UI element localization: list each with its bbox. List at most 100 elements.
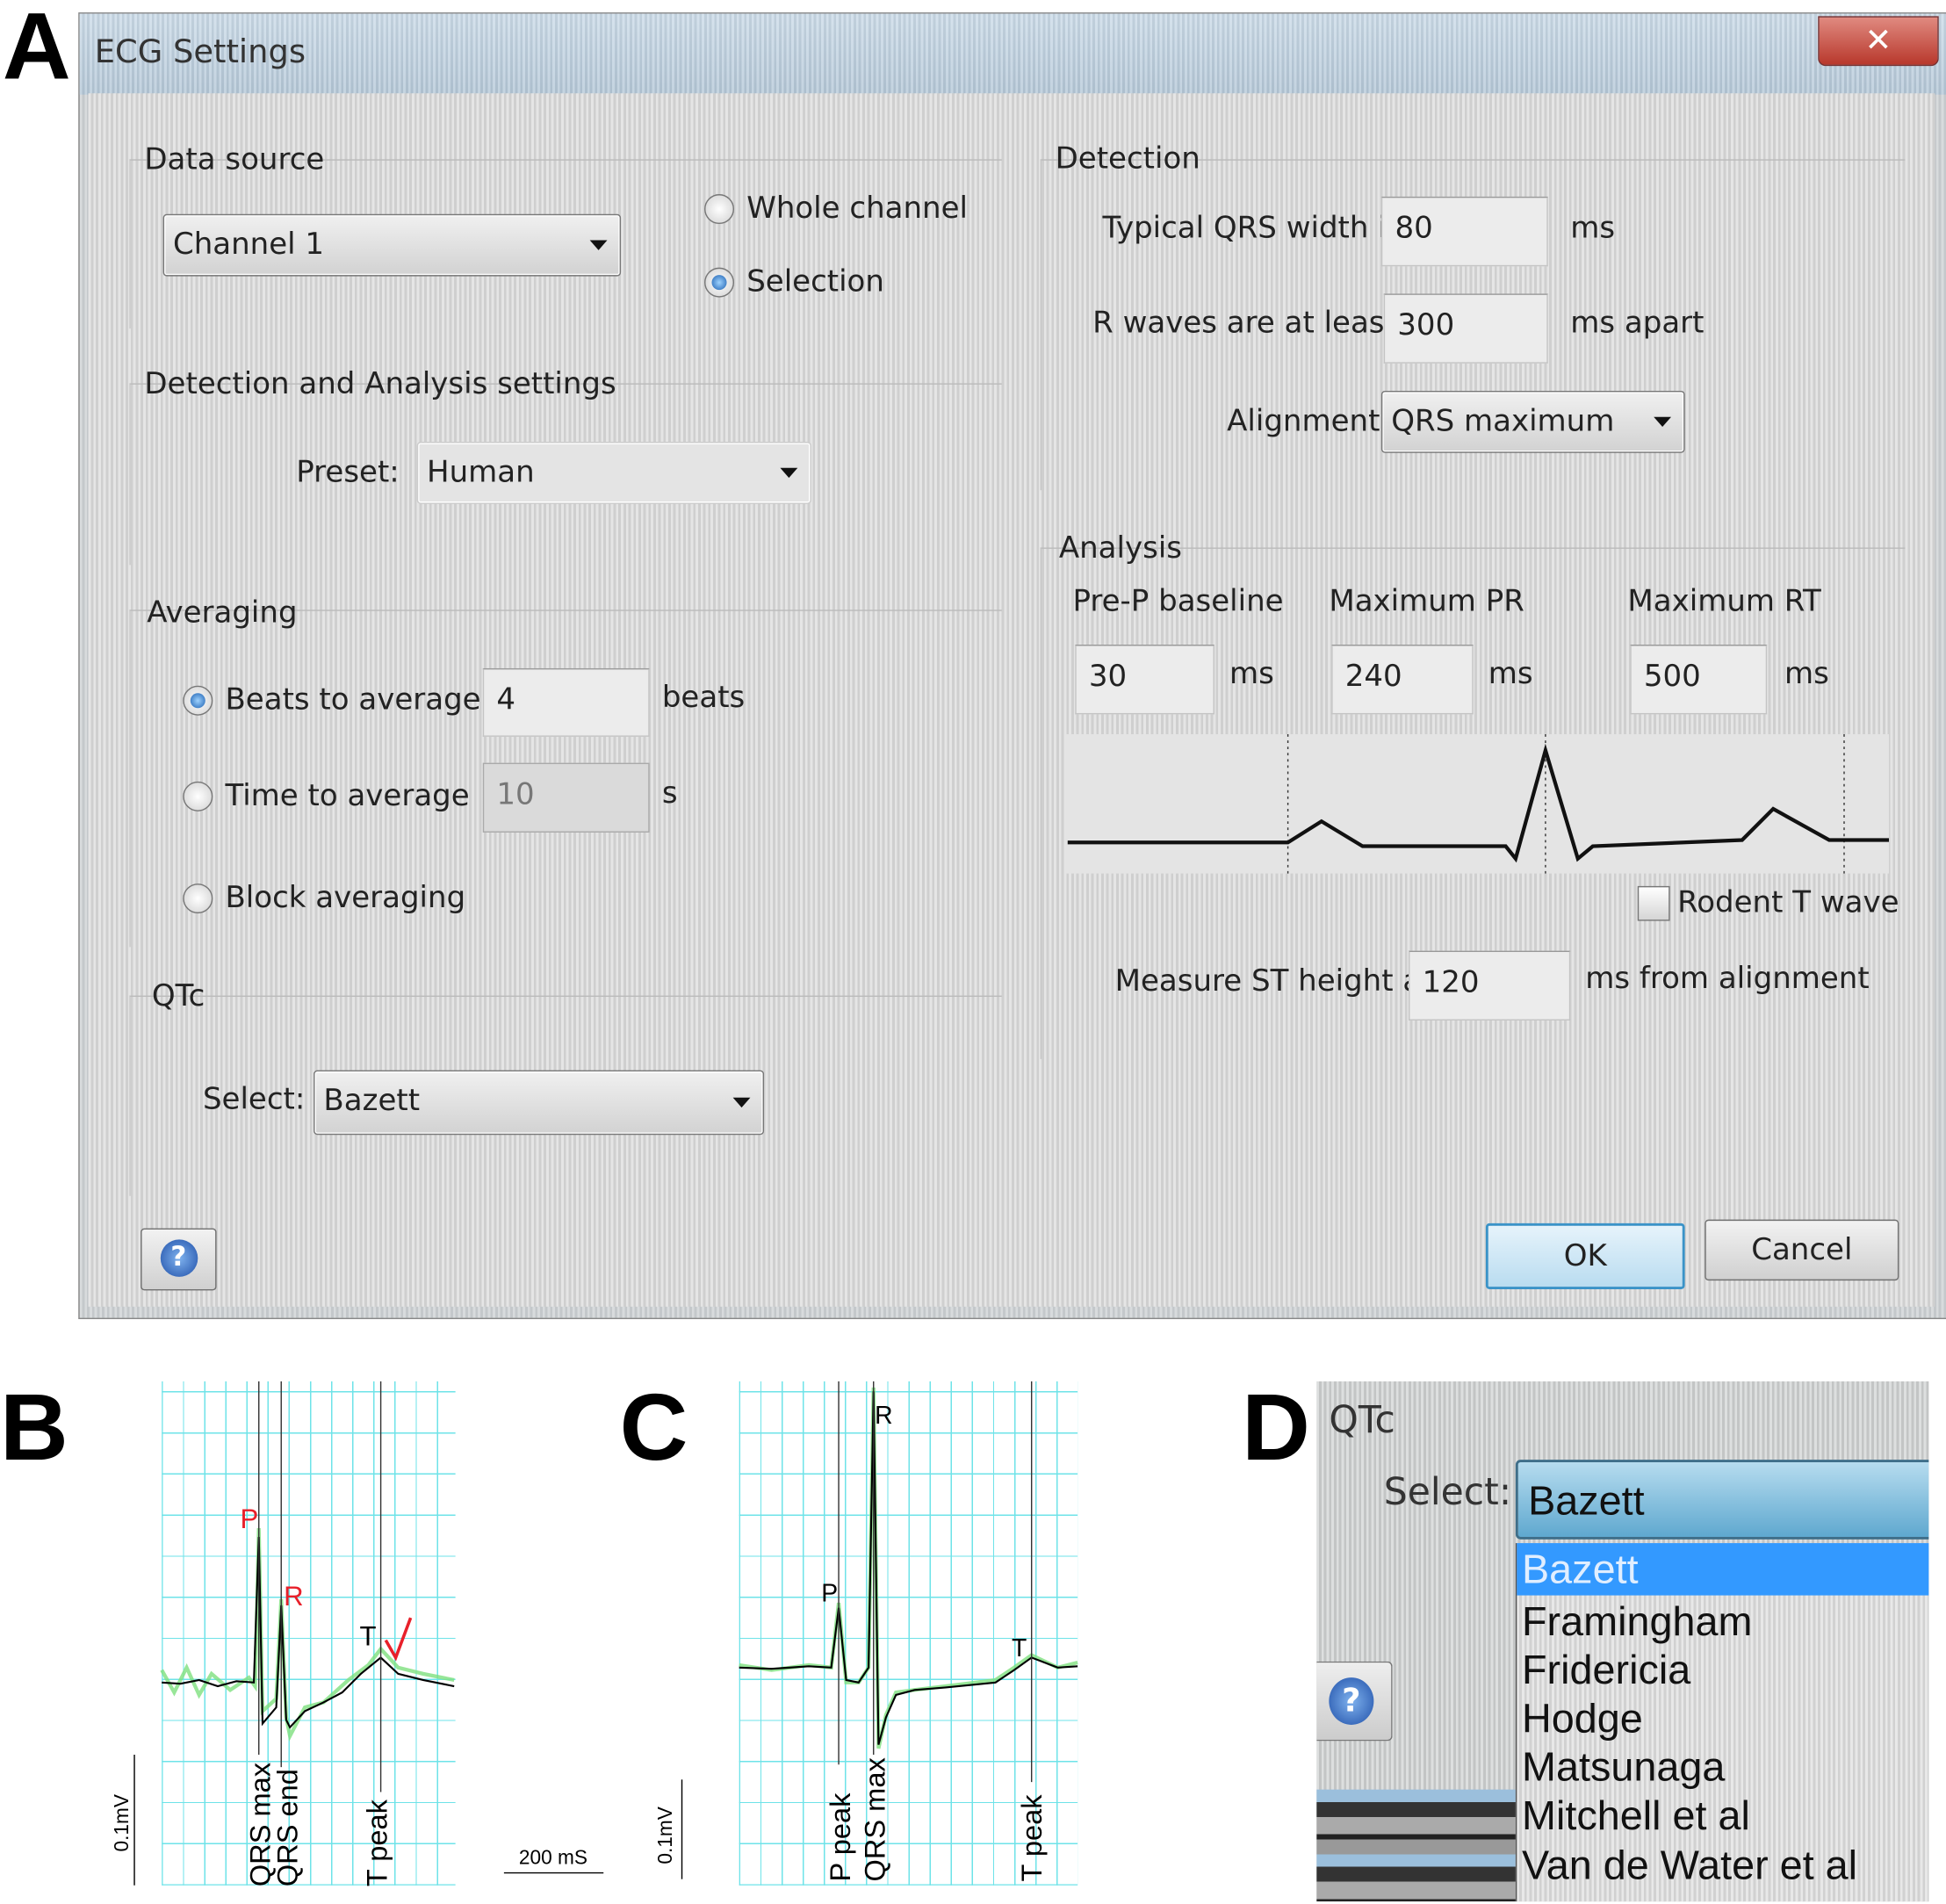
prep-value: 30 (1088, 658, 1128, 694)
time-scale-label: 200 mS (518, 1848, 588, 1870)
st-height-label: Measure ST height at (1114, 963, 1433, 999)
rwave-value: 300 (1397, 307, 1455, 343)
d-option[interactable]: Framingham (1521, 1597, 1753, 1644)
channel-dropdown[interactable]: Channel 1 (162, 213, 622, 277)
background-window-fragment (1316, 1789, 1516, 1902)
d-qtc-dropdown[interactable]: Bazett (1515, 1460, 1929, 1540)
beats-to-average-radio[interactable] (183, 685, 213, 716)
time-unit: s (661, 775, 678, 811)
beats-value: 4 (496, 682, 516, 718)
max-rt-input[interactable]: 500 (1630, 645, 1768, 715)
panel-c-average-trace (739, 1391, 1078, 1745)
alignment-dropdown[interactable]: QRS maximum (1380, 390, 1685, 453)
detection-analysis-heading: Detection and Analysis settings (144, 365, 616, 401)
max-pr-unit: ms (1488, 655, 1533, 691)
b-label-r: R (284, 1580, 304, 1612)
b-marker-qrs-end: QRS end (270, 1769, 304, 1887)
c-scale-voltage-label: 0.1mV (655, 1807, 677, 1864)
analysis-heading: Analysis (1058, 530, 1182, 566)
block-averaging-radio[interactable] (183, 883, 213, 914)
red-check-arrow (384, 1617, 413, 1662)
beats-unit: beats (661, 679, 746, 715)
selection-radio[interactable] (704, 267, 735, 298)
help-button[interactable]: ? (141, 1228, 217, 1291)
max-rt-unit: ms (1784, 655, 1829, 691)
rwave-unit: ms apart (1570, 305, 1705, 340)
panel-b-average-trace (162, 1536, 455, 1729)
d-qtc-heading: QTc (1329, 1398, 1395, 1443)
max-pr-label: Maximum PR (1329, 583, 1524, 619)
d-option[interactable]: Matsunaga (1521, 1743, 1726, 1790)
prep-label: Pre-P baseline (1072, 583, 1284, 619)
b-label-t: T (359, 1619, 377, 1652)
preset-dropdown[interactable]: Human (416, 442, 811, 504)
close-icon: ✕ (1864, 22, 1892, 61)
rwave-input[interactable]: 300 (1383, 293, 1548, 364)
time-to-average-label: Time to average (225, 777, 470, 813)
panel-b-grid (162, 1381, 456, 1886)
rodent-t-wave-label: Rodent T wave (1677, 884, 1899, 920)
chevron-down-icon (589, 240, 608, 250)
max-rt-label: Maximum RT (1627, 583, 1821, 619)
st-height-unit: ms from alignment (1585, 960, 1870, 996)
c-label-t: T (1012, 1634, 1027, 1663)
cancel-label: Cancel (1751, 1231, 1853, 1267)
panel-c-grid (739, 1381, 1078, 1886)
max-rt-value: 500 (1643, 658, 1701, 694)
c-marker-t-peak: T peak (1015, 1794, 1049, 1882)
panel-label-b: B (0, 1374, 68, 1482)
panel-c-raw-trace (739, 1387, 1078, 1749)
st-height-value: 120 (1422, 964, 1480, 999)
qtc-value: Bazett (323, 1082, 421, 1118)
question-mark-icon: ? (160, 1239, 198, 1277)
time-input[interactable]: 10 (482, 762, 650, 833)
qtc-select-label: Select: (202, 1081, 306, 1117)
rodent-t-wave-checkbox[interactable] (1637, 885, 1670, 921)
c-marker-qrs-max: QRS max (858, 1757, 891, 1882)
d-option[interactable]: Fridericia (1521, 1646, 1691, 1693)
cancel-button[interactable]: Cancel (1705, 1219, 1899, 1281)
close-button[interactable]: ✕ (1818, 16, 1939, 67)
d-option[interactable]: Bazett (1521, 1545, 1639, 1592)
qtc-heading: QTc (151, 977, 205, 1013)
d-help-button[interactable]: ? (1316, 1661, 1393, 1742)
qtc-dropdown[interactable]: Bazett (314, 1070, 765, 1136)
b-marker-t-peak: T peak (360, 1799, 393, 1887)
qrs-width-unit: ms (1570, 210, 1616, 246)
question-mark-icon: ? (1329, 1677, 1374, 1725)
panel-b-raw-trace (160, 1528, 455, 1742)
beats-input[interactable]: 4 (482, 667, 650, 737)
qrs-width-value: 80 (1395, 210, 1433, 246)
time-to-average-radio[interactable] (183, 781, 213, 811)
averaging-heading: Averaging (147, 595, 298, 631)
whole-channel-radio[interactable] (704, 194, 735, 225)
max-pr-input[interactable]: 240 (1331, 645, 1474, 715)
panel-label-c: C (619, 1374, 688, 1482)
d-option[interactable]: Mitchell et al (1521, 1792, 1750, 1838)
c-marker-p-peak: P peak (824, 1792, 856, 1882)
schematic-background (1064, 734, 1890, 874)
b-label-p: P (240, 1503, 259, 1535)
detection-heading: Detection (1055, 141, 1200, 176)
d-options-list: Bazett Framingham Fridericia Hodge Matsu… (1515, 1543, 1929, 1902)
preset-value: Human (427, 454, 535, 489)
chevron-down-icon (732, 1097, 751, 1108)
rwave-label: R waves are at least (1092, 305, 1396, 340)
st-height-input[interactable]: 120 (1409, 950, 1571, 1021)
dialog-title: ECG Settings (94, 33, 306, 71)
panel-label-d: D (1242, 1374, 1310, 1482)
prep-input[interactable]: 30 (1075, 645, 1214, 715)
alignment-value: QRS maximum (1391, 403, 1615, 438)
ok-button[interactable]: OK (1485, 1222, 1685, 1290)
d-option[interactable]: Van de Water et al (1521, 1842, 1858, 1888)
qtc-dropdown-zoom: QTc Select: Bazett ? Bazett Framingham F… (1316, 1381, 1929, 1902)
preset-label: Preset: (296, 454, 400, 489)
chevron-down-icon (1654, 416, 1672, 428)
d-option[interactable]: Hodge (1521, 1694, 1643, 1742)
data-source-heading: Data source (144, 141, 325, 177)
schematic-trace (1067, 743, 1890, 863)
whole-channel-label: Whole channel (746, 190, 968, 226)
title-bar: ECG Settings ✕ (79, 13, 1946, 95)
qrs-width-input[interactable]: 80 (1380, 196, 1548, 267)
